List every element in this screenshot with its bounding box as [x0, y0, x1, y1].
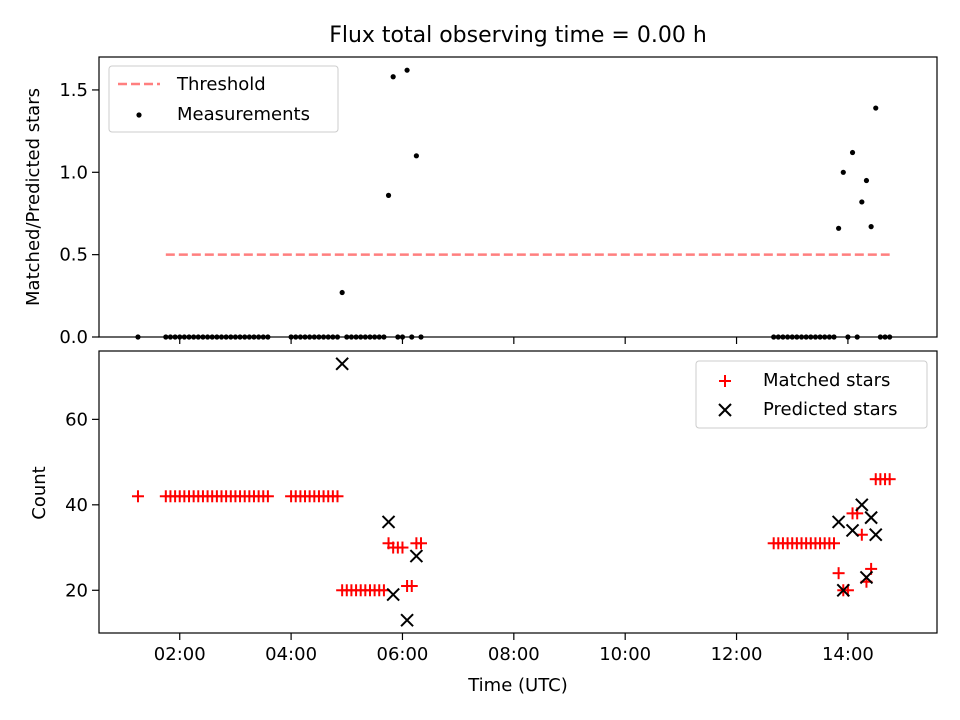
predicted-star-point	[845, 523, 860, 538]
predicted-star-point	[381, 515, 396, 529]
bottom-plot-frame	[98, 350, 938, 634]
legend-measurements-swatch	[136, 112, 142, 118]
top-x-axis-ticks	[179, 337, 849, 344]
bottom-y-axis-label: Count	[29, 466, 50, 519]
predicted-star-point	[335, 357, 349, 371]
matched-star-point	[331, 490, 344, 503]
measurement-point	[868, 224, 874, 230]
bottom-x-axis-label: Time (UTC)	[467, 675, 568, 696]
measurement-point	[859, 199, 865, 205]
legend-matched-swatch	[719, 375, 731, 387]
bottom-y-tick-label: 60	[65, 409, 88, 430]
bottom-x-tick-label: 06:00	[377, 644, 429, 665]
matched-star-point	[131, 490, 144, 503]
bottom-x-tick-label: 10:00	[599, 644, 651, 665]
measurement-point	[840, 169, 846, 175]
matched-star-point	[883, 473, 896, 486]
figure-title: Flux total observing time = 0.00 h	[329, 23, 707, 48]
measurement-point	[836, 225, 842, 231]
bottom-chart-marks	[131, 357, 896, 627]
legend-predicted-label: Predicted stars	[763, 399, 897, 420]
top-y-tick-label: 0.5	[59, 245, 88, 266]
legend-predicted-swatch	[718, 403, 732, 417]
top-legend-box	[108, 65, 339, 133]
top-plot-frame	[98, 56, 938, 338]
measurement-point	[385, 192, 392, 198]
predicted-star-point	[836, 583, 850, 597]
bottom-legend: Matched stars Predicted stars	[695, 360, 928, 429]
bottom-x-tick-label: 14:00	[822, 644, 874, 665]
top-chart-panel: 0.0 0.5 1.0 1.5 Matched/Predicted stars Thr…	[23, 56, 938, 348]
top-y-tick-label: 1.5	[59, 80, 88, 101]
legend-matched-label: Matched stars	[763, 370, 890, 391]
measurement-point	[849, 149, 856, 156]
top-y-tick-label: 0.0	[59, 327, 88, 348]
bottom-x-axis-ticks: 02:00 04:00 06:00 08:00 10:00 12:00 14:00	[154, 633, 874, 665]
matched-star-point	[261, 490, 274, 503]
bottom-x-tick-label: 08:00	[488, 644, 540, 665]
bottom-y-tick-label: 20	[65, 580, 88, 601]
predicted-star-point	[864, 510, 878, 525]
measurement-point	[404, 67, 410, 73]
predicted-star-point	[400, 613, 414, 627]
predicted-star-point	[859, 570, 874, 585]
bottom-x-tick-label: 12:00	[711, 644, 763, 665]
matched-star-point	[827, 537, 840, 550]
predicted-star-point	[409, 549, 424, 563]
bottom-x-tick-label: 04:00	[265, 644, 317, 665]
predicted-star-point	[386, 587, 400, 602]
predicted-star-point	[831, 515, 846, 529]
matched-star-point	[832, 567, 845, 580]
top-y-axis-ticks: 0.0 0.5 1.0 1.5	[59, 80, 99, 348]
bottom-y-axis-ticks: 20 40 60	[65, 409, 99, 601]
bottom-y-tick-label: 40	[65, 495, 88, 516]
predicted-star-point	[855, 498, 869, 512]
measurement-point	[390, 74, 396, 80]
top-legend: Threshold Measurements	[108, 65, 339, 133]
legend-threshold-label: Threshold	[176, 74, 266, 95]
matched-star-point	[415, 537, 428, 550]
predicted-star-point	[869, 528, 883, 542]
matched-star-point	[405, 580, 418, 592]
bottom-legend-box	[695, 360, 928, 429]
bottom-chart-panel: 20 40 60 02:00 04:00 06:00 08:00 10:00 12:00 14:…	[29, 350, 938, 696]
top-chart-marks	[135, 67, 893, 340]
measurement-point	[339, 289, 345, 296]
bottom-x-tick-label: 02:00	[154, 644, 206, 665]
top-y-axis-label: Matched/Predicted stars	[23, 88, 44, 306]
top-y-tick-label: 1.0	[59, 162, 88, 183]
measurement-point	[863, 177, 870, 184]
matched-star-point	[396, 541, 409, 554]
measurement-point	[873, 105, 879, 111]
legend-measurements-label: Measurements	[177, 104, 310, 125]
measurement-point	[413, 153, 419, 159]
